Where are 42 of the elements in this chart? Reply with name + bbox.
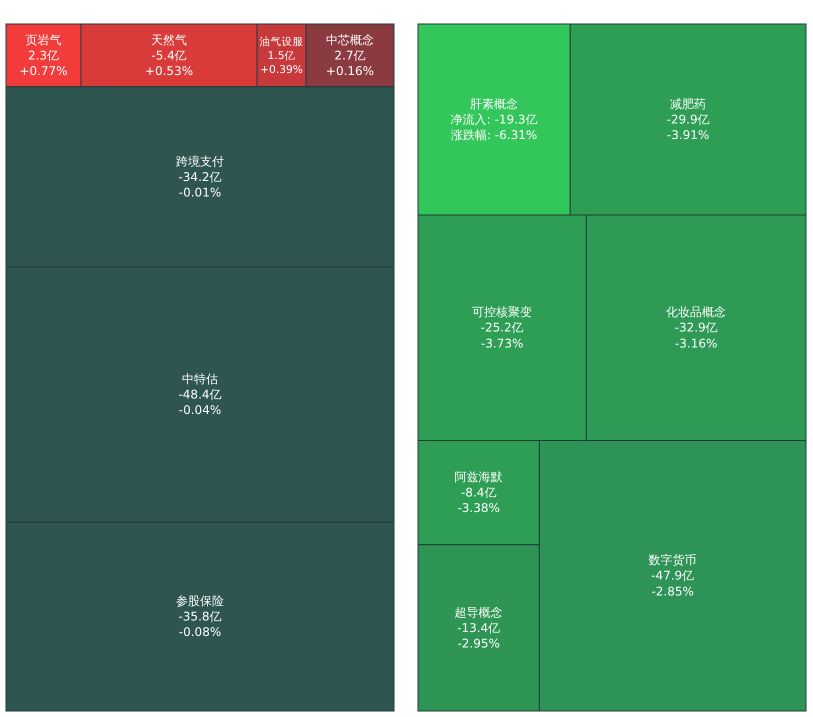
- data-label: +0.39%: [260, 62, 303, 76]
- category-label: 肝素概念: [470, 96, 518, 111]
- category-label: 页岩气: [25, 32, 62, 47]
- category-label: 超导概念: [454, 605, 503, 620]
- category-label: 减肥药: [670, 96, 706, 111]
- data-label: 涨跌幅: -6.31%: [450, 128, 538, 142]
- data-label: -3.73%: [480, 336, 524, 350]
- category-label: 中芯概念: [326, 32, 374, 47]
- data-label: -47.9亿: [651, 568, 694, 583]
- category-label: 化妆品概念: [666, 305, 726, 320]
- category-label: 可控核聚变: [472, 305, 532, 320]
- category-label: 中特估: [182, 372, 218, 386]
- data-label: +0.77%: [19, 64, 68, 78]
- data-label: -2.85%: [651, 584, 694, 598]
- category-label: 参股保险: [176, 594, 224, 608]
- category-label: 油气设服: [260, 35, 304, 48]
- data-label: -34.2亿: [178, 170, 222, 184]
- data-label: 1.5亿: [268, 48, 296, 62]
- data-label: +0.53%: [144, 64, 194, 78]
- data-label: -0.08%: [178, 625, 222, 640]
- category-label: 阿兹海默: [454, 470, 503, 484]
- data-label: -35.8亿: [178, 610, 222, 624]
- data-label: -29.9亿: [666, 112, 710, 126]
- data-label: -2.95%: [457, 636, 500, 650]
- data-label: -8.4亿: [460, 486, 496, 500]
- data-label: -3.16%: [674, 336, 718, 350]
- category-label: 跨境支付: [176, 154, 224, 168]
- category-label: 数字货币: [648, 553, 697, 568]
- data-label: +0.16%: [326, 64, 374, 78]
- data-label: -25.2亿: [480, 320, 524, 335]
- data-label: 2.7亿: [334, 48, 366, 62]
- data-label: -13.4亿: [457, 620, 500, 635]
- data-label: -48.4亿: [178, 388, 222, 402]
- data-label: -0.04%: [178, 403, 222, 418]
- data-label: 2.3亿: [28, 48, 60, 62]
- data-label: -32.9亿: [674, 320, 718, 335]
- category-label: 天然气: [151, 32, 188, 47]
- data-label: -0.01%: [178, 186, 222, 200]
- data-label: -3.38%: [457, 501, 500, 516]
- data-label: 净流入: -19.3亿: [450, 112, 538, 126]
- data-label: -3.91%: [666, 128, 710, 142]
- data-label: -5.4亿: [151, 48, 187, 62]
